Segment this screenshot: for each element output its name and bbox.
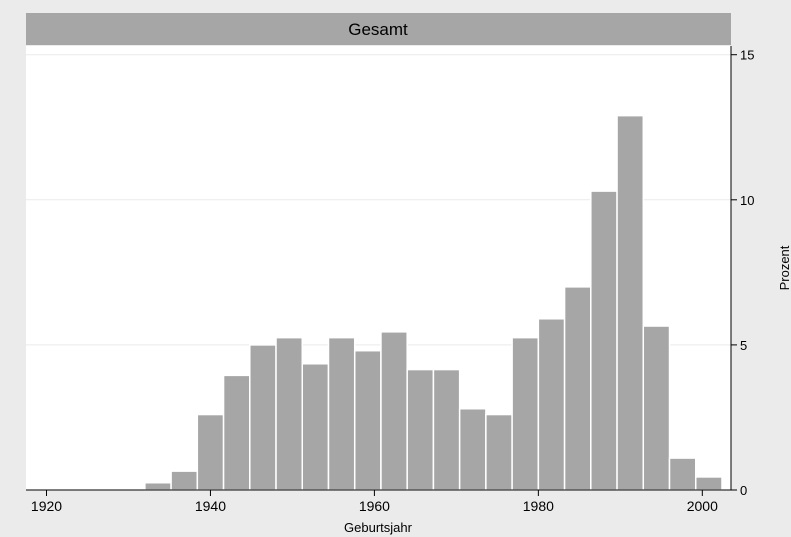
bar-15: [537, 318, 566, 491]
axes: 1920 1940 1960 1980 2000 0 5 10 15: [26, 46, 754, 514]
bar-13: [485, 413, 513, 491]
bar-8: [353, 349, 382, 491]
y-axis-label: Prozent: [777, 245, 791, 290]
chart-title: Gesamt: [348, 20, 408, 39]
bar-7: [327, 336, 356, 491]
y-tick-label-2: 10: [740, 193, 754, 208]
bar-1: [170, 470, 199, 491]
bar-10: [406, 368, 435, 491]
bar-5: [275, 336, 304, 491]
bar-3: [222, 374, 251, 491]
bar-11: [432, 368, 461, 491]
y-tick-label-0: 0: [740, 483, 747, 498]
x-tick-label-2: 1960: [359, 498, 390, 514]
bar-12: [458, 407, 487, 491]
y-tick-label-3: 15: [740, 48, 754, 63]
bar-6: [301, 363, 330, 491]
bar-20: [668, 457, 697, 491]
bar-4: [249, 344, 277, 491]
y-tick-label-1: 5: [740, 338, 747, 353]
bar-16: [563, 286, 592, 491]
x-axis-label: Geburtsjahr: [344, 520, 413, 535]
bar-19: [642, 325, 671, 491]
bar-18: [616, 114, 645, 491]
x-tick-label-1: 1940: [195, 498, 226, 514]
bar-9: [380, 331, 408, 491]
bar-17: [590, 190, 618, 491]
bar-14: [511, 336, 540, 491]
bar-2: [196, 413, 225, 491]
title-strip: [26, 13, 731, 45]
x-tick-label-4: 2000: [687, 498, 718, 514]
x-tick-label-0: 1920: [31, 498, 62, 514]
bars: [144, 114, 723, 491]
bar-21: [695, 476, 723, 491]
bar-0: [144, 481, 172, 491]
x-tick-label-3: 1980: [523, 498, 554, 514]
